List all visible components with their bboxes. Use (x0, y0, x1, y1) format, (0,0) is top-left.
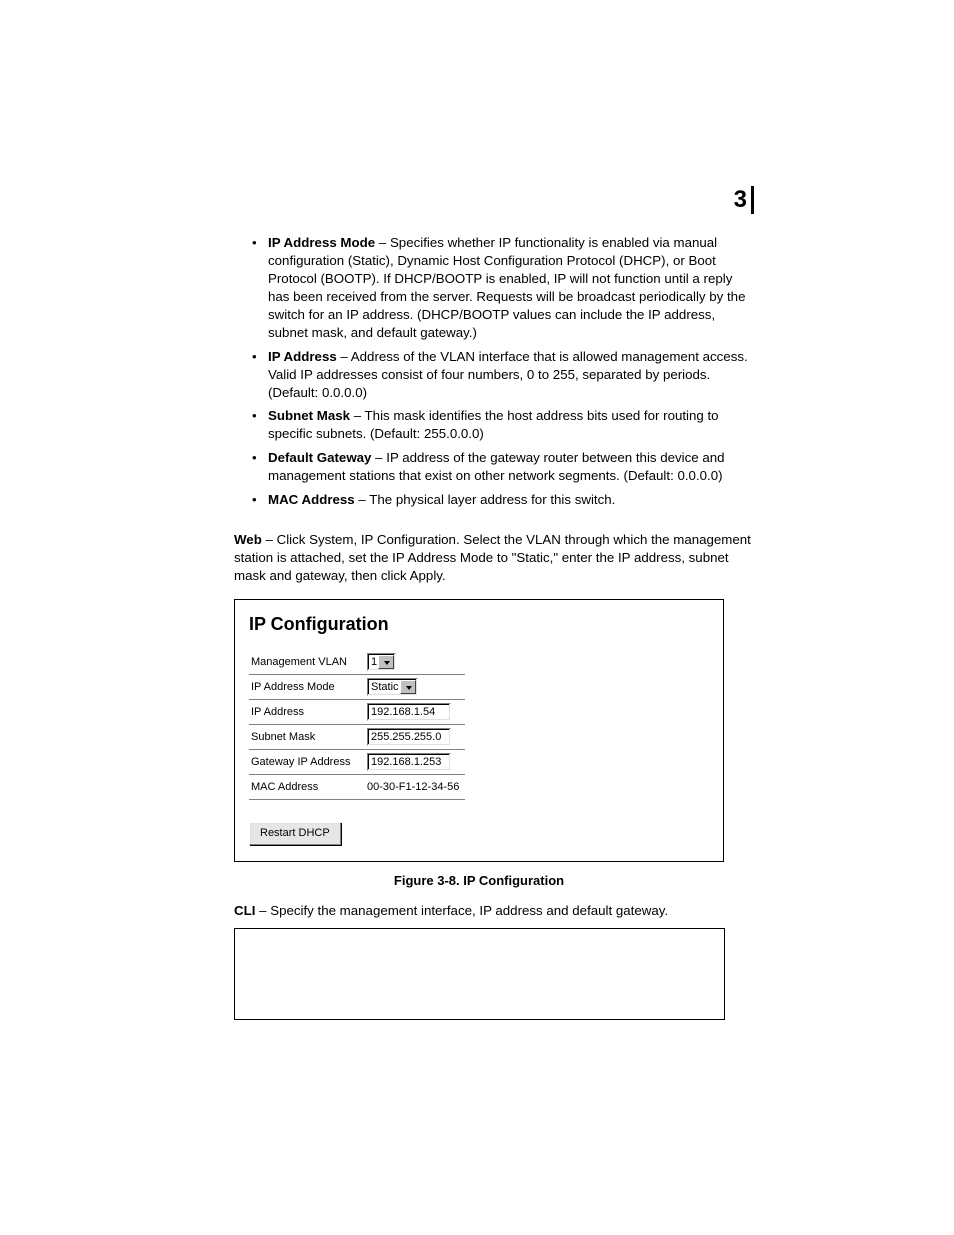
management-vlan-select[interactable]: 1 (367, 653, 396, 671)
subnet-mask-input[interactable]: 255.255.255.0 (367, 728, 451, 746)
web-lead: Web (234, 532, 262, 547)
chevron-down-icon (406, 686, 412, 690)
term: Default Gateway (268, 450, 371, 465)
definition-text: – Specifies whether IP functionality is … (268, 235, 745, 340)
label-ip-mode: IP Address Mode (249, 675, 365, 700)
label-ip-address: IP Address (249, 700, 365, 725)
label-subnet-mask: Subnet Mask (249, 725, 365, 750)
definition-list: IP Address Mode – Specifies whether IP f… (252, 234, 754, 509)
definition-text: – Address of the VLAN interface that is … (268, 349, 748, 400)
mac-address-value: 00-30-F1-12-34-56 (365, 775, 465, 800)
chevron-down-icon (384, 661, 390, 665)
chapter-number: 3 (734, 186, 747, 213)
select-value: Static (371, 681, 399, 693)
web-text: – Click System, IP Configuration. Select… (234, 532, 751, 583)
ip-address-input[interactable]: 192.168.1.54 (367, 703, 451, 721)
label-management-vlan: Management VLAN (249, 650, 365, 675)
web-instructions: Web – Click System, IP Configuration. Se… (234, 531, 754, 585)
gateway-input[interactable]: 192.168.1.253 (367, 753, 451, 771)
term: IP Address Mode (268, 235, 375, 250)
cli-lead: CLI (234, 903, 255, 918)
chapter-number-badge: 3 (734, 186, 754, 214)
cli-output-box (234, 928, 725, 1020)
ip-mode-select[interactable]: Static (367, 678, 418, 696)
term: IP Address (268, 349, 337, 364)
restart-dhcp-button[interactable]: Restart DHCP (249, 822, 341, 845)
cli-text: – Specify the management interface, IP a… (255, 903, 668, 918)
term: Subnet Mask (268, 408, 350, 423)
ip-config-form: Management VLAN 1 IP Address Mode (249, 650, 465, 800)
cli-instructions: CLI – Specify the management interface, … (234, 902, 754, 920)
ip-config-screenshot: IP Configuration Management VLAN 1 IP Ad… (234, 599, 724, 862)
list-item: Subnet Mask – This mask identifies the h… (252, 407, 754, 443)
figure-caption: Figure 3-8. IP Configuration (234, 872, 724, 890)
definition-text: – The physical layer address for this sw… (355, 492, 616, 507)
list-item: IP Address – Address of the VLAN interfa… (252, 348, 754, 402)
label-gateway: Gateway IP Address (249, 750, 365, 775)
term: MAC Address (268, 492, 355, 507)
list-item: MAC Address – The physical layer address… (252, 491, 754, 509)
list-item: Default Gateway – IP address of the gate… (252, 449, 754, 485)
list-item: IP Address Mode – Specifies whether IP f… (252, 234, 754, 342)
label-mac-address: MAC Address (249, 775, 365, 800)
panel-title: IP Configuration (249, 612, 709, 636)
select-value: 1 (371, 656, 377, 668)
